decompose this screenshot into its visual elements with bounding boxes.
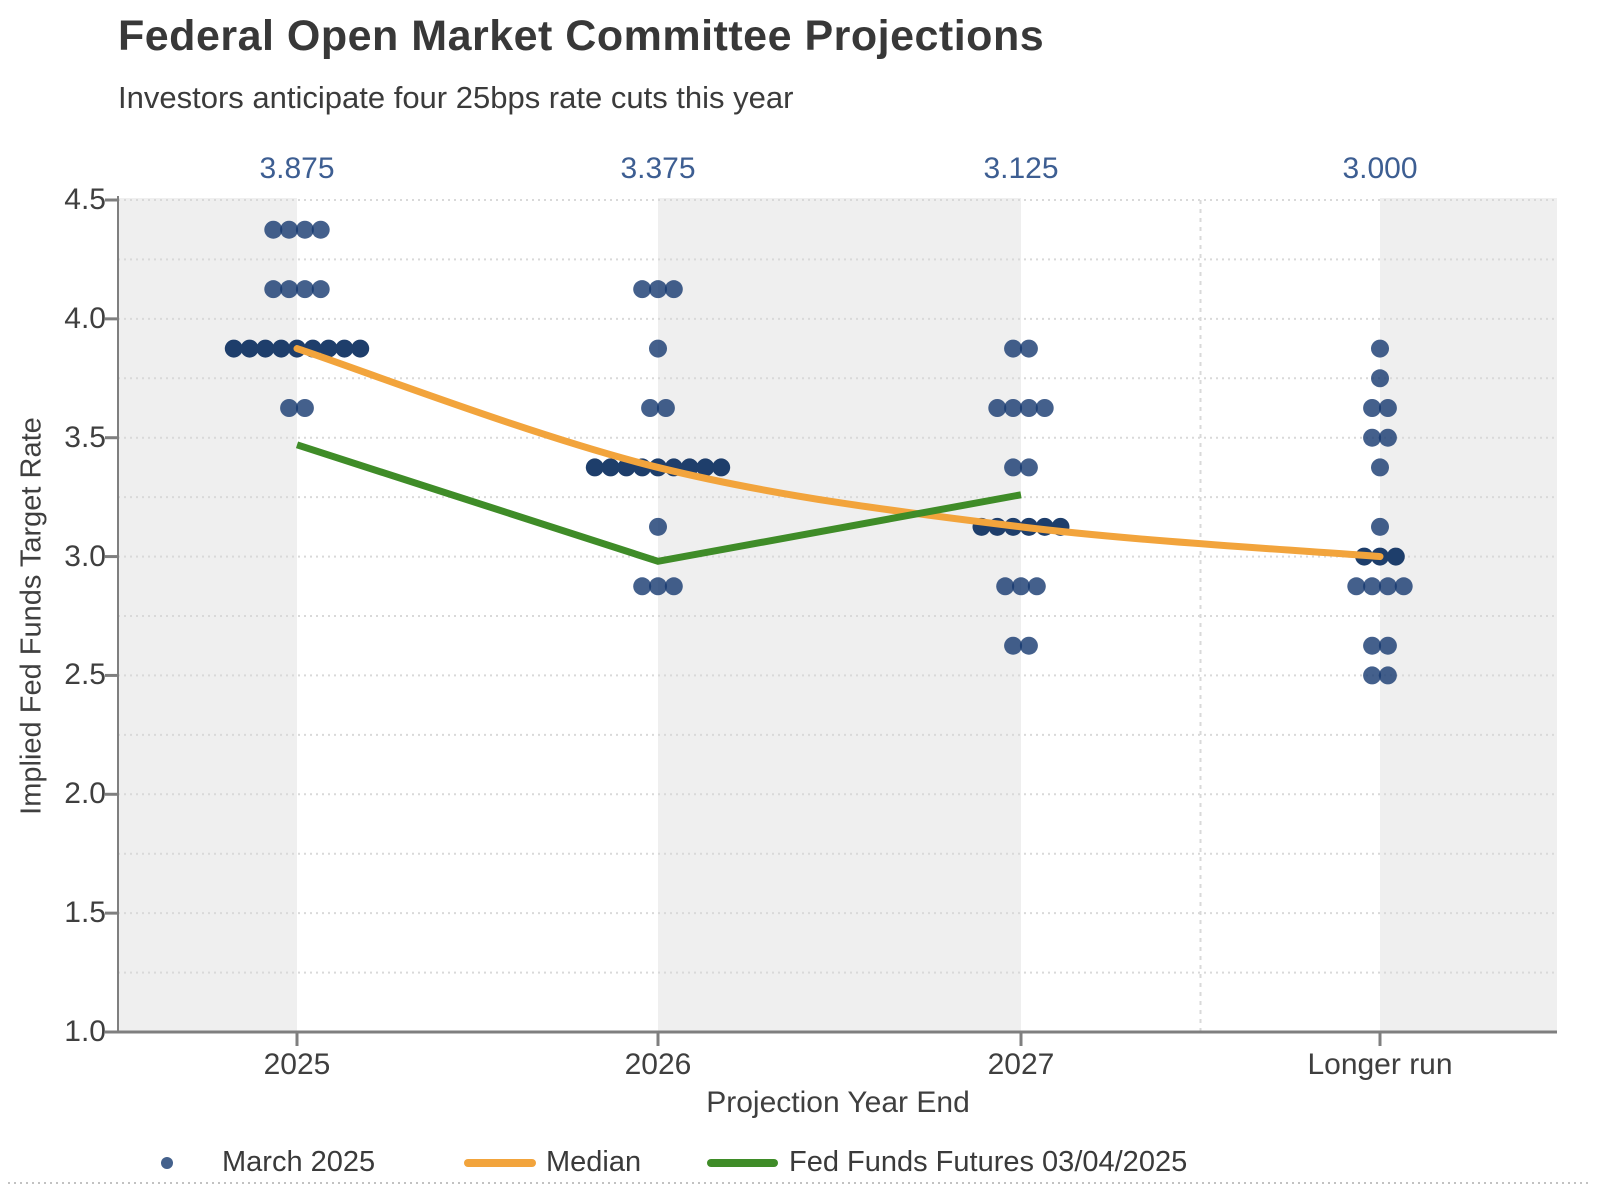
x-tick-label: 2026 [624, 1048, 692, 1081]
projection-dot [601, 458, 620, 477]
median-value-label: 3.000 [1342, 152, 1418, 185]
legend-label-march-2025: March 2025 [222, 1146, 376, 1178]
projection-dot [264, 220, 283, 239]
projection-dot [351, 339, 370, 358]
projection-dot [1019, 636, 1038, 655]
median-value-label: 3.875 [259, 152, 335, 185]
legend-median-line-marker [464, 1159, 536, 1167]
projection-dot [585, 458, 604, 477]
projection-dot [1386, 547, 1405, 566]
projection-dot [1371, 517, 1389, 536]
projection-dot [664, 280, 683, 299]
projection-dot [1019, 399, 1038, 417]
legend-dot-marker [161, 1157, 173, 1169]
median-value-label: 3.125 [983, 152, 1059, 185]
projection-dot [1371, 339, 1389, 358]
x-tick-label: 2027 [987, 1048, 1055, 1081]
projection-dot [633, 280, 652, 299]
projection-dot [1004, 458, 1023, 477]
projection-dot [1378, 399, 1397, 417]
projection-dot [988, 399, 1007, 417]
projection-dot [656, 399, 675, 417]
projection-dot [311, 280, 330, 299]
projection-dot [1371, 458, 1389, 477]
projection-dot [1378, 577, 1397, 596]
projection-dot [264, 280, 283, 299]
projection-dot [256, 339, 275, 358]
projection-dot [1004, 339, 1023, 358]
projection-dot [224, 339, 243, 358]
projection-dot [335, 339, 354, 358]
projection-dot [272, 339, 291, 358]
projection-dot [649, 280, 667, 299]
projection-dot [1004, 399, 1023, 417]
x-axis-title: Projection Year End [706, 1086, 970, 1119]
projection-dot [633, 577, 652, 596]
projection-dot [1378, 428, 1397, 447]
projection-dot [1347, 577, 1366, 596]
y-tick-label: 2.5 [64, 658, 106, 692]
y-tick-label: 4.5 [64, 183, 106, 216]
projection-dot [1371, 369, 1389, 388]
projection-dot [295, 220, 314, 239]
projection-dot [240, 339, 259, 358]
projection-dot [311, 220, 330, 239]
projection-dot [1394, 577, 1413, 596]
projection-dot [649, 517, 667, 536]
median-line [293, 345, 1384, 561]
projection-dot [996, 577, 1015, 596]
projection-dot [696, 458, 715, 477]
median-value-label: 3.375 [620, 152, 696, 185]
projection-dot [1027, 577, 1046, 596]
projection-dot [1363, 636, 1382, 655]
y-tick-label: 2.0 [64, 777, 106, 811]
projection-dot [1035, 399, 1054, 417]
projection-dot [280, 399, 299, 417]
background-band [118, 198, 297, 1032]
projection-dot [295, 280, 314, 299]
projection-dot [1004, 636, 1023, 655]
projection-dot [649, 339, 667, 358]
projection-dot [280, 280, 299, 299]
projection-dot [649, 577, 667, 596]
projection-dot [1363, 428, 1382, 447]
legend-futures-line-marker [707, 1159, 778, 1167]
y-axis-title: Implied Fed Funds Target Rate [15, 417, 48, 815]
projection-dot [1378, 636, 1397, 655]
x-tick-label: Longer run [1307, 1048, 1453, 1081]
projection-dot [295, 399, 314, 417]
projection-dot [280, 220, 299, 239]
projection-dot [1363, 666, 1382, 685]
projection-dot [712, 458, 731, 477]
legend-label-median: Median [546, 1146, 642, 1178]
chart-title: Federal Open Market Committee Projection… [118, 12, 1045, 60]
y-tick-label: 1.5 [64, 896, 106, 930]
projection-dot [1363, 577, 1382, 596]
futures-line [295, 441, 1022, 565]
projection-dot [319, 339, 338, 358]
projection-dot [664, 577, 683, 596]
projection-dot [641, 399, 660, 417]
y-tick-label: 4.0 [64, 301, 106, 335]
y-tick-label: 1.0 [64, 1015, 106, 1048]
legend-label-futures: Fed Funds Futures 03/04/2025 [789, 1146, 1188, 1178]
projection-dot [1019, 458, 1038, 477]
projection-dot [1012, 577, 1030, 596]
y-tick-label: 3.0 [64, 539, 106, 573]
chart-subtitle: Investors anticipate four 25bps rate cut… [118, 80, 794, 115]
projection-dot [1019, 339, 1038, 358]
projection-dot [1363, 399, 1382, 417]
projection-dot [1378, 666, 1397, 685]
x-tick-label: 2025 [263, 1048, 331, 1081]
y-tick-label: 3.5 [64, 420, 106, 454]
